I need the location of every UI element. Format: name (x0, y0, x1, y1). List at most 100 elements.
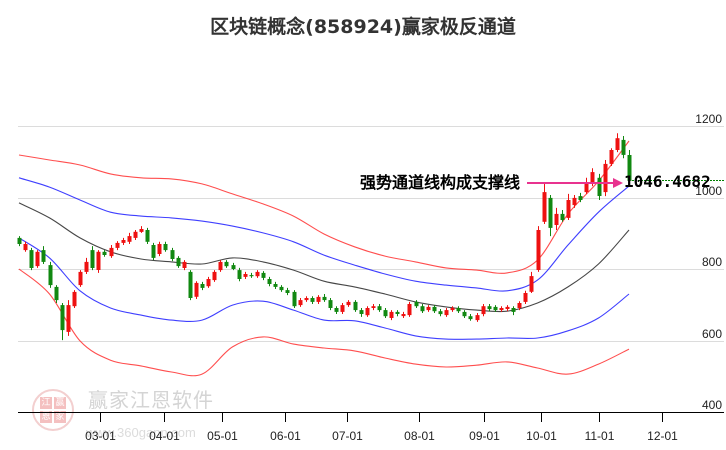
x-axis-label: 12-01 (647, 429, 678, 443)
candle (371, 304, 376, 311)
candle-body (41, 250, 46, 262)
upper-outer-band-line (18, 140, 630, 274)
watermark-url: www.360gann.com (86, 425, 196, 440)
candle (84, 257, 89, 274)
candle (29, 247, 34, 271)
candle-body (420, 306, 425, 312)
candle-body (609, 150, 614, 164)
candle-body (578, 196, 583, 200)
candle (60, 303, 65, 341)
candle-body (96, 251, 101, 270)
candle-body (432, 306, 437, 312)
candle (237, 267, 242, 282)
candle (609, 148, 614, 166)
candle-body (188, 271, 193, 298)
candle-body (145, 230, 150, 242)
candle (310, 296, 315, 304)
candle (542, 182, 547, 224)
watermark-logo-char: 家 (54, 411, 66, 423)
candle-body (170, 250, 175, 259)
candle (322, 294, 327, 302)
candle (206, 276, 211, 288)
candle-body (572, 197, 577, 206)
candle-body (566, 200, 571, 218)
candle-body (176, 257, 181, 267)
candle (536, 226, 541, 272)
candle-body (590, 172, 595, 184)
candle (627, 150, 632, 183)
candle (334, 306, 339, 314)
y-axis-label: 1200 (695, 112, 722, 126)
candle (548, 195, 553, 237)
candle-body (377, 306, 382, 311)
candle-body (115, 242, 120, 248)
candle-body (475, 315, 480, 321)
candle-body (523, 293, 528, 302)
candle (517, 301, 522, 311)
candlesticks (17, 133, 632, 341)
candle-body (279, 286, 284, 291)
candle (298, 298, 303, 307)
candle (304, 296, 309, 302)
candle-body (511, 308, 516, 312)
candle (188, 270, 193, 301)
candle-body (48, 265, 53, 286)
candle-body (72, 291, 77, 307)
watermark-logo-char: 赢 (54, 397, 66, 409)
candle (157, 241, 162, 257)
upper-inner-band-line (18, 177, 630, 292)
candle-body (261, 272, 266, 278)
candle (578, 192, 583, 203)
candle-body (133, 231, 138, 238)
candle (200, 281, 205, 291)
candle (523, 290, 528, 304)
candle (224, 260, 229, 268)
candle-body (127, 236, 132, 242)
candle (267, 276, 272, 287)
candle-body (426, 306, 431, 311)
candle (316, 295, 321, 304)
candle (163, 241, 168, 252)
x-axis-label: 04-01 (149, 429, 180, 443)
candle-body (66, 305, 71, 332)
candle-body (542, 192, 547, 222)
candle-body (401, 314, 406, 317)
candle (218, 260, 223, 272)
candle-body (23, 244, 28, 251)
candle-body (359, 310, 364, 314)
candle-body (499, 308, 504, 311)
support-value-label: 1046.4682 (624, 172, 711, 191)
candle (340, 303, 345, 314)
candle-body (407, 304, 412, 316)
candle-body (353, 301, 358, 311)
candle-body (487, 306, 492, 310)
candle (176, 256, 181, 268)
candle (450, 306, 455, 312)
candle (17, 236, 22, 247)
arrow-head-icon (613, 178, 623, 188)
candle-body (584, 182, 589, 193)
candle-body (560, 213, 565, 220)
candle-body (285, 290, 290, 293)
x-axis-label: 07-01 (332, 429, 363, 443)
candle-body (603, 163, 608, 193)
candle (145, 227, 150, 244)
candle (285, 287, 290, 296)
candle-body (383, 310, 388, 317)
chart-title: 区块链概念(858924)赢家极反通道 (210, 16, 516, 38)
candle-body (17, 237, 22, 244)
channel-bands (18, 140, 630, 377)
candle-body (212, 271, 217, 281)
candle (438, 309, 443, 317)
candle-body (322, 296, 327, 301)
candle (273, 281, 278, 289)
candle (505, 305, 510, 312)
candle-body (627, 155, 632, 181)
x-axis-label: 06-01 (270, 429, 301, 443)
candle (389, 310, 394, 321)
candle (151, 242, 156, 261)
candle (359, 308, 364, 317)
candle (41, 246, 46, 264)
candle-body (60, 305, 65, 331)
